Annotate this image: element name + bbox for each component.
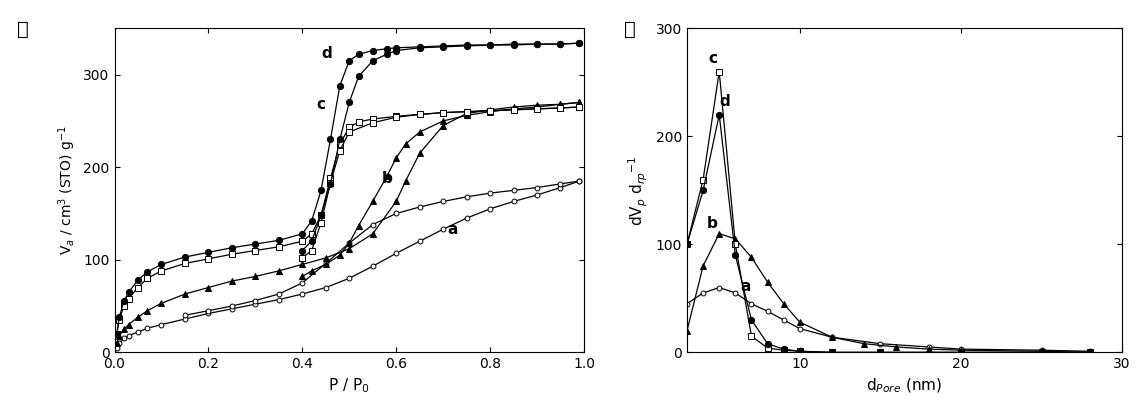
Text: c: c (708, 51, 717, 66)
Text: b: b (382, 171, 393, 186)
Text: d: d (321, 46, 332, 61)
Text: c: c (316, 97, 325, 112)
X-axis label: P / P$_0$: P / P$_0$ (329, 377, 370, 395)
Text: b: b (706, 216, 717, 231)
Y-axis label: V$_a$ / cm$^3$ (STO) g$^{-1}$: V$_a$ / cm$^3$ (STO) g$^{-1}$ (56, 126, 78, 255)
X-axis label: d$_{Pore}$ (nm): d$_{Pore}$ (nm) (867, 377, 942, 395)
Text: a: a (448, 222, 458, 237)
Text: 가: 가 (17, 20, 29, 39)
Text: 나: 나 (624, 20, 635, 39)
Y-axis label: dV$_p$ d$_{rp}$$^{-1}$: dV$_p$ d$_{rp}$$^{-1}$ (627, 155, 650, 226)
Text: a: a (740, 279, 751, 294)
Text: d: d (719, 94, 731, 109)
